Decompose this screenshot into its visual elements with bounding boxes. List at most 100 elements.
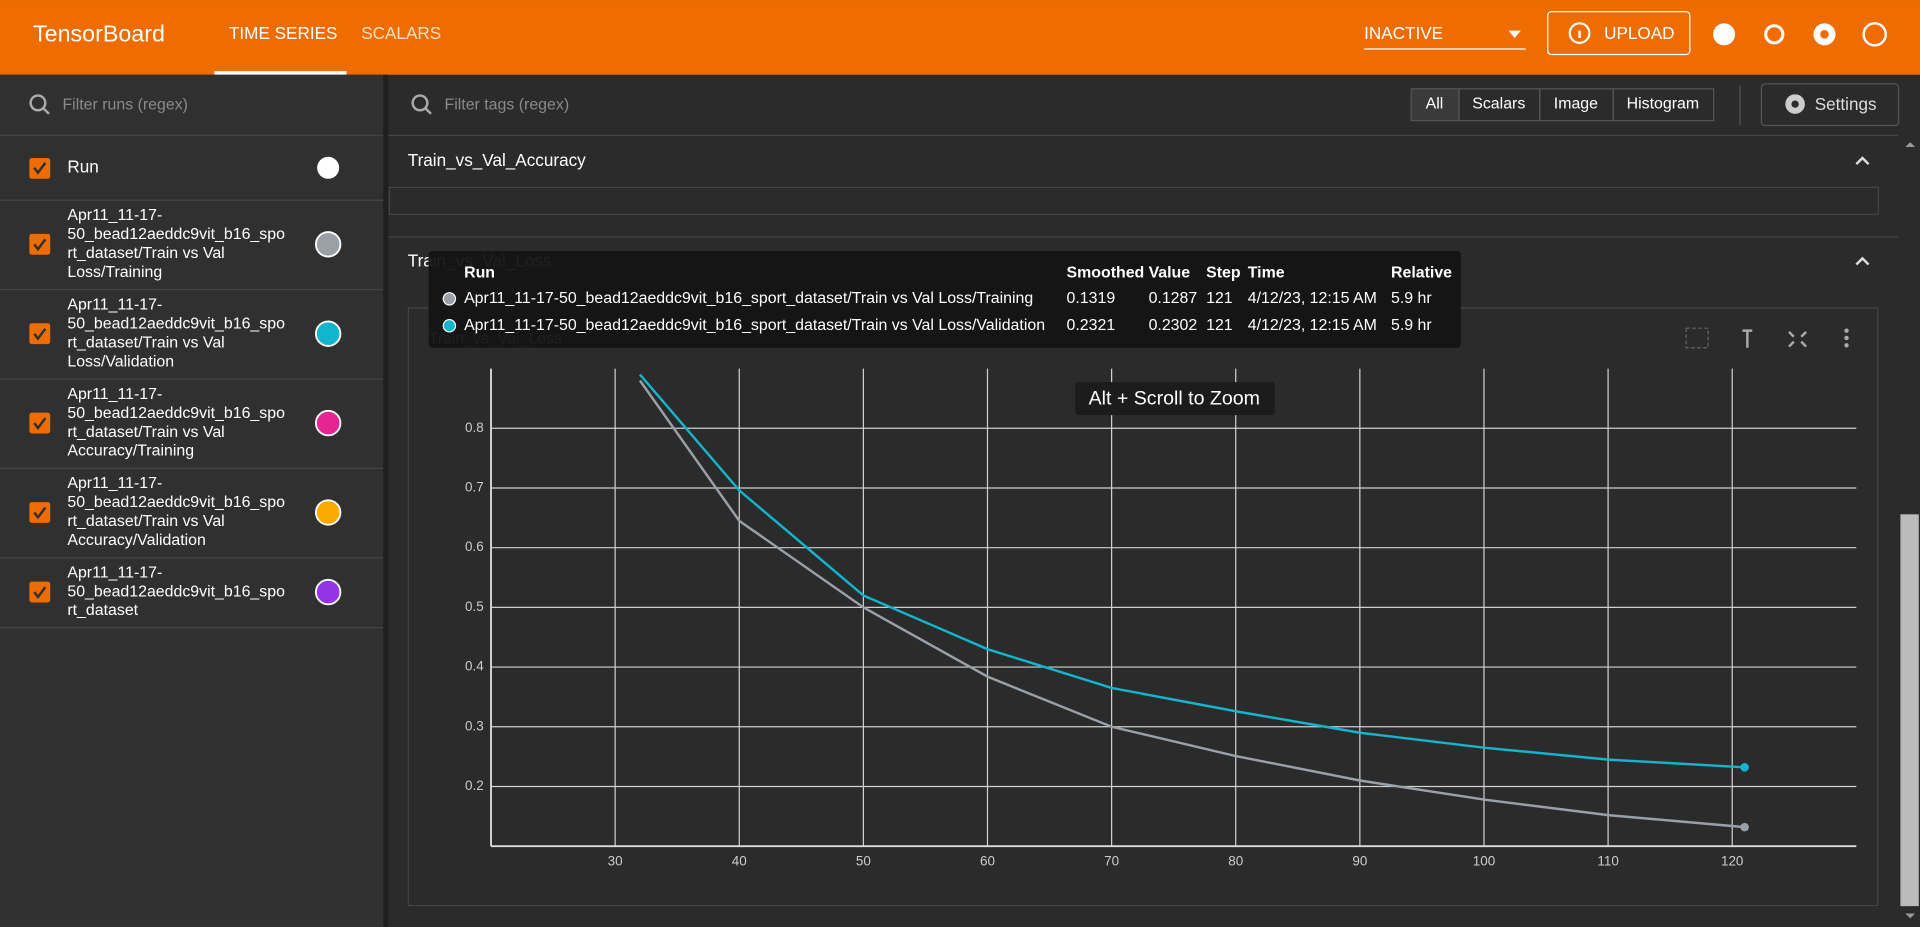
info-icon	[1568, 22, 1591, 44]
tab[interactable]: TIME SERIES	[229, 23, 337, 43]
checkmark	[33, 417, 47, 431]
tab-indicator	[214, 71, 347, 75]
y-tick-label: 0.2	[465, 778, 484, 793]
search-icon	[411, 94, 429, 112]
palette-icon[interactable]	[317, 156, 340, 179]
settings-button[interactable]	[1760, 83, 1900, 127]
theme-icon[interactable]	[1713, 23, 1736, 46]
app-title: TensorBoard	[33, 21, 165, 47]
run-name: rt_dataset	[67, 602, 138, 619]
checkmark	[33, 162, 47, 175]
x-tick-label: 40	[732, 854, 747, 869]
last-point	[1740, 763, 1749, 772]
run-name: Loss/Training	[67, 264, 162, 281]
settings-icon	[1820, 30, 1829, 39]
sidebar-bg	[0, 74, 384, 927]
pin-icon[interactable]	[1742, 329, 1753, 348]
run-filter[interactable]: Filter runs (regex)	[62, 97, 188, 114]
scrollbar-thumb[interactable]	[1900, 514, 1919, 907]
x-tick-label: 90	[1352, 854, 1367, 869]
run-name: Accuracy/Training	[67, 443, 194, 460]
run-name: 50_bead12aeddc9vit_b16_spo	[67, 583, 285, 600]
run-name: 50_bead12aeddc9vit_b16_spo	[67, 405, 285, 422]
run-color[interactable]	[315, 578, 342, 606]
info-icon	[1578, 30, 1581, 38]
run-header: Run	[67, 156, 98, 176]
checkmark	[33, 586, 47, 600]
upload-button[interactable]	[1547, 11, 1691, 56]
filter-button-label[interactable]: Image	[1554, 95, 1598, 112]
last-point	[1740, 822, 1749, 832]
top-bar	[0, 0, 1920, 75]
run-name: rt_dataset/Train vs Val	[67, 334, 224, 351]
run-color[interactable]	[315, 409, 342, 437]
series-line	[638, 379, 1745, 829]
reload-icon[interactable]	[1764, 24, 1785, 45]
tooltip-header: Step	[1206, 264, 1241, 281]
run-color[interactable]	[315, 320, 342, 347]
tooltip-header: Value	[1149, 264, 1191, 281]
status-select[interactable]: INACTIVE	[1364, 23, 1443, 43]
zoom-hint: Alt + Scroll to Zoom	[1089, 387, 1260, 409]
tooltip-cell: 4/12/23, 12:15 AM	[1248, 317, 1377, 334]
run-name: Accuracy/Validation	[67, 532, 206, 549]
run-name: 50_bead12aeddc9vit_b16_spo	[67, 494, 285, 511]
run-name: Apr11_11-17-	[67, 207, 162, 224]
tab[interactable]: SCALARS	[361, 23, 441, 43]
run-name: rt_dataset/Train vs Val	[67, 424, 224, 441]
type-filter: All Scalars Image Histogram	[1410, 88, 1715, 122]
tooltip: Run Smoothed Value Step Time Relative Apr11_11…	[428, 251, 1461, 348]
tooltip-header: Run	[464, 264, 495, 281]
tooltip-header: Relative	[1391, 264, 1452, 281]
checkbox[interactable]	[29, 502, 51, 523]
run-color[interactable]	[315, 499, 342, 526]
checkmark	[33, 506, 47, 520]
filter-button-label[interactable]: Scalars	[1472, 95, 1525, 112]
tooltip-cell: 5.9 hr	[1391, 290, 1432, 307]
search-icon	[424, 106, 432, 115]
more-icon[interactable]	[1844, 328, 1849, 348]
filter-button-label[interactable]: All	[1426, 95, 1444, 112]
x-tick-label: 120	[1721, 854, 1743, 869]
plot: 0.2 0.3 0.4 0.5 0.6 0.7 0.8 30 40 50 60 70 80 90 100 11…	[465, 368, 1857, 869]
section-title: Train_vs_Val_Accuracy	[408, 150, 586, 170]
filter-button-label[interactable]: Histogram	[1627, 95, 1699, 112]
x-tick-label: 100	[1473, 854, 1495, 869]
zoom-hint-bg	[1075, 382, 1275, 416]
tooltip-header: Smoothed	[1067, 264, 1145, 281]
sidebar: Filter runs (regex) Run Apr11_11-17- 50_b…	[0, 74, 389, 927]
tooltip-cell: 0.2321	[1067, 317, 1116, 334]
checkbox[interactable]	[29, 323, 51, 345]
checkmark	[33, 238, 47, 252]
tag-filter[interactable]: Filter tags (regex)	[444, 97, 569, 114]
upload-label[interactable]: UPLOAD	[1604, 23, 1674, 43]
settings-label[interactable]: Settings	[1815, 94, 1877, 114]
checkbox[interactable]	[29, 412, 51, 434]
filter-button[interactable]	[1612, 88, 1715, 122]
fit-icon[interactable]	[1685, 327, 1709, 349]
tooltip-header: Time	[1248, 264, 1285, 281]
y-tick-label: 0.3	[465, 718, 484, 733]
collapse-chart-icon[interactable]	[1788, 331, 1807, 348]
checkbox[interactable]	[29, 581, 51, 603]
collapse-icon[interactable]	[1855, 256, 1870, 266]
help-icon[interactable]	[1862, 22, 1887, 47]
series-line	[639, 373, 1745, 769]
collapse-icon[interactable]	[1855, 156, 1870, 165]
card	[388, 186, 1879, 215]
divider	[383, 74, 389, 927]
run-name: 50_bead12aeddc9vit_b16_spo	[67, 315, 285, 332]
dropdown-arrow	[1508, 30, 1521, 38]
tooltip-cell: 121	[1206, 290, 1233, 307]
run-name: 50_bead12aeddc9vit_b16_spo	[67, 226, 285, 243]
search-icon	[41, 106, 50, 115]
run-name: rt_dataset/Train vs Val	[67, 245, 224, 262]
y-tick-label: 0.8	[465, 420, 484, 435]
checkbox[interactable]	[29, 233, 51, 255]
search-icon	[29, 94, 47, 112]
y-tick-label: 0.7	[465, 480, 484, 495]
run-color[interactable]	[315, 231, 342, 258]
tooltip-cell: 0.2302	[1149, 317, 1198, 334]
tooltip-cell: 0.1287	[1149, 290, 1198, 307]
